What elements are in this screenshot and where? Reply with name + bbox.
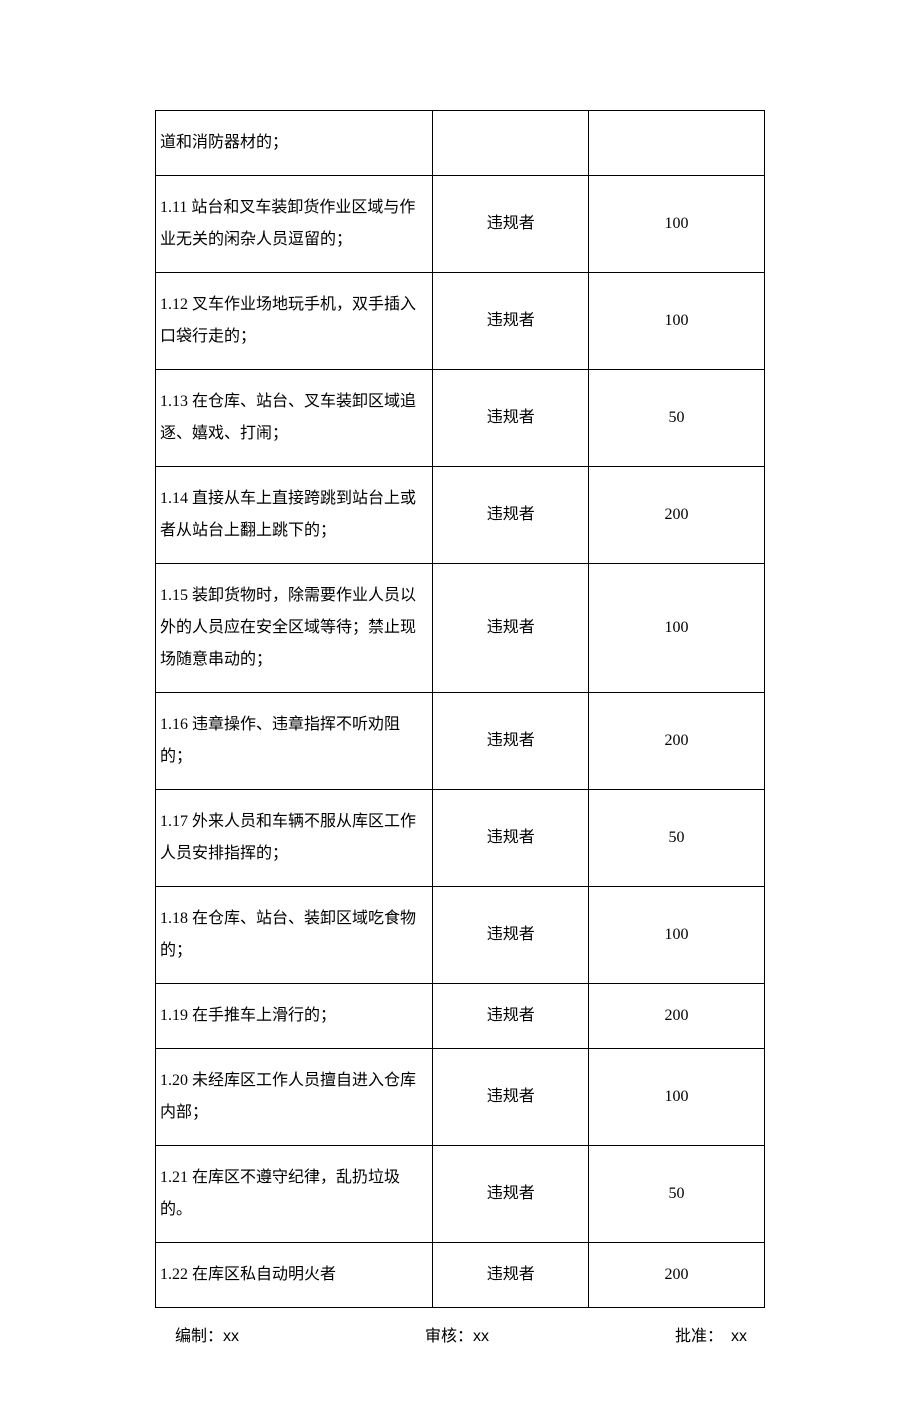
prepared-value: xx <box>223 1328 239 1345</box>
violation-target: 违规者 <box>433 564 589 693</box>
table-row: 1.13 在仓库、站台、叉车装卸区域追逐、嬉戏、打闹；违规者50 <box>156 370 765 467</box>
violations-table: 道和消防器材的；1.11 站台和叉车装卸货作业区域与作业无关的闲杂人员逗留的；违… <box>155 110 765 1308</box>
table-row: 1.18 在仓库、站台、装卸区域吃食物的；违规者100 <box>156 887 765 984</box>
violation-description: 1.14 直接从车上直接跨跳到站台上或者从站台上翻上跳下的； <box>156 467 433 564</box>
footer-reviewed: 审核：xx <box>425 1322 675 1346</box>
table-row: 1.12 叉车作业场地玩手机，双手插入口袋行走的；违规者100 <box>156 273 765 370</box>
violation-target: 违规者 <box>433 467 589 564</box>
violation-description: 1.15 装卸货物时，除需要作业人员以外的人员应在安全区域等待；禁止现场随意串动… <box>156 564 433 693</box>
table-row: 1.22 在库区私自动明火者违规者200 <box>156 1243 765 1308</box>
violation-description: 道和消防器材的； <box>156 111 433 176</box>
violation-target: 违规者 <box>433 790 589 887</box>
violation-penalty: 100 <box>589 273 765 370</box>
violation-target: 违规者 <box>433 1146 589 1243</box>
violation-penalty: 100 <box>589 887 765 984</box>
violation-description: 1.17 外来人员和车辆不服从库区工作人员安排指挥的； <box>156 790 433 887</box>
footer: 编制：xx 审核：xx 批准： xx <box>155 1322 765 1346</box>
violation-penalty: 50 <box>589 370 765 467</box>
prepared-label: 编制： <box>175 1328 223 1345</box>
violation-target: 违规者 <box>433 984 589 1049</box>
footer-prepared: 编制：xx <box>175 1322 425 1346</box>
violation-penalty: 100 <box>589 1049 765 1146</box>
footer-approved: 批准： xx <box>675 1322 747 1346</box>
approved-value: xx <box>731 1328 747 1345</box>
table-row: 1.15 装卸货物时，除需要作业人员以外的人员应在安全区域等待；禁止现场随意串动… <box>156 564 765 693</box>
violation-description: 1.16 违章操作、违章指挥不听劝阻的； <box>156 693 433 790</box>
violation-penalty: 100 <box>589 176 765 273</box>
approved-label: 批准： <box>675 1328 723 1345</box>
violation-description: 1.21 在库区不遵守纪律，乱扔垃圾的。 <box>156 1146 433 1243</box>
table-row: 1.17 外来人员和车辆不服从库区工作人员安排指挥的；违规者50 <box>156 790 765 887</box>
table-row: 1.20 未经库区工作人员擅自进入仓库内部；违规者100 <box>156 1049 765 1146</box>
violation-description: 1.22 在库区私自动明火者 <box>156 1243 433 1308</box>
reviewed-value: xx <box>473 1328 489 1345</box>
table-row: 1.21 在库区不遵守纪律，乱扔垃圾的。违规者50 <box>156 1146 765 1243</box>
violation-description: 1.13 在仓库、站台、叉车装卸区域追逐、嬉戏、打闹； <box>156 370 433 467</box>
violation-target: 违规者 <box>433 370 589 467</box>
table-row: 1.11 站台和叉车装卸货作业区域与作业无关的闲杂人员逗留的；违规者100 <box>156 176 765 273</box>
violation-penalty: 200 <box>589 693 765 790</box>
violation-target: 违规者 <box>433 273 589 370</box>
violation-description: 1.18 在仓库、站台、装卸区域吃食物的； <box>156 887 433 984</box>
table-row: 1.14 直接从车上直接跨跳到站台上或者从站台上翻上跳下的；违规者200 <box>156 467 765 564</box>
reviewed-label: 审核： <box>425 1328 473 1345</box>
table-row: 1.19 在手推车上滑行的；违规者200 <box>156 984 765 1049</box>
violation-penalty: 100 <box>589 564 765 693</box>
violation-penalty: 50 <box>589 790 765 887</box>
violation-penalty: 200 <box>589 1243 765 1308</box>
table-row: 道和消防器材的； <box>156 111 765 176</box>
violation-target: 违规者 <box>433 693 589 790</box>
violation-description: 1.20 未经库区工作人员擅自进入仓库内部； <box>156 1049 433 1146</box>
violation-target: 违规者 <box>433 887 589 984</box>
violation-penalty <box>589 111 765 176</box>
violation-description: 1.12 叉车作业场地玩手机，双手插入口袋行走的； <box>156 273 433 370</box>
violation-target: 违规者 <box>433 1049 589 1146</box>
violation-target: 违规者 <box>433 1243 589 1308</box>
violation-penalty: 50 <box>589 1146 765 1243</box>
violation-penalty: 200 <box>589 467 765 564</box>
violation-description: 1.19 在手推车上滑行的； <box>156 984 433 1049</box>
violation-target: 违规者 <box>433 176 589 273</box>
violation-target <box>433 111 589 176</box>
violation-penalty: 200 <box>589 984 765 1049</box>
violation-description: 1.11 站台和叉车装卸货作业区域与作业无关的闲杂人员逗留的； <box>156 176 433 273</box>
table-row: 1.16 违章操作、违章指挥不听劝阻的；违规者200 <box>156 693 765 790</box>
